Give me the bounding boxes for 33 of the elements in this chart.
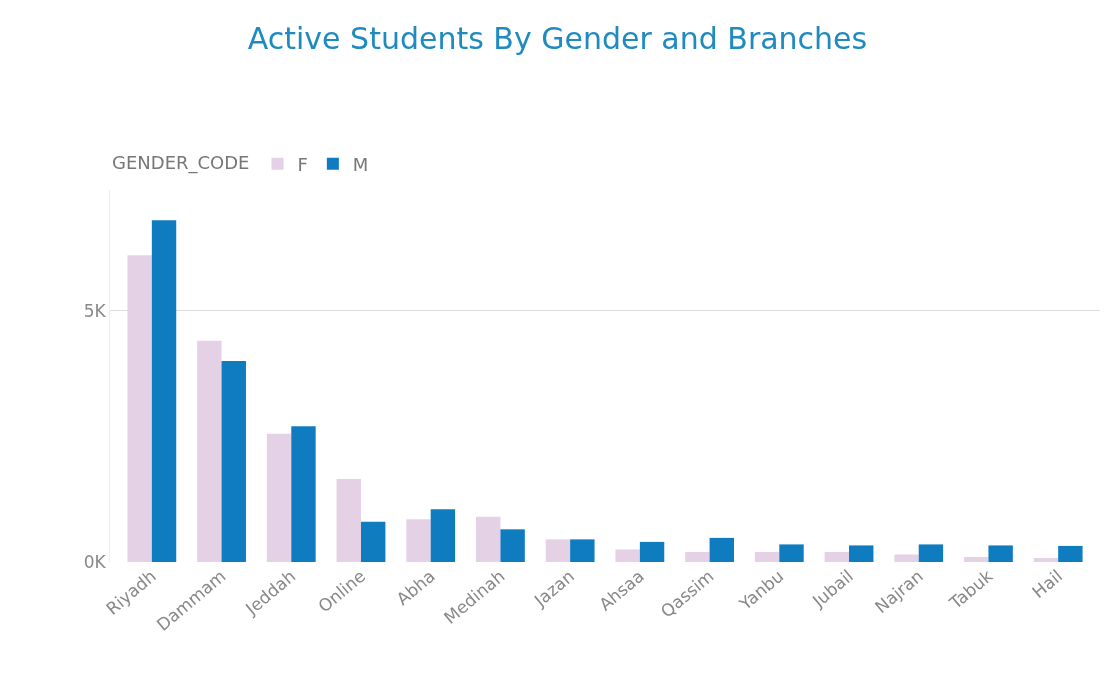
bar: [988, 545, 1013, 562]
bar: [824, 551, 850, 562]
bar: [291, 426, 316, 562]
bar: [685, 551, 710, 562]
bar: [476, 516, 501, 562]
bar: [964, 556, 989, 562]
bar: [151, 220, 177, 562]
bar: [1033, 557, 1059, 562]
bar: [570, 539, 595, 562]
bar: [754, 551, 780, 562]
bar: [430, 509, 456, 562]
legend-title: GENDER_CODE: [112, 151, 250, 174]
bar: [639, 541, 665, 562]
y-tick-label: 0K: [83, 551, 107, 572]
bar: [360, 521, 386, 562]
bar: [779, 544, 804, 562]
legend-label: M: [352, 153, 369, 175]
bar: [894, 554, 919, 562]
bar: [406, 519, 431, 562]
bar: [709, 537, 734, 562]
legend-label: F: [297, 153, 308, 175]
bar: [221, 360, 246, 562]
bar: [1058, 545, 1083, 562]
bar: [500, 529, 525, 562]
bar: [849, 545, 874, 562]
bar: [266, 433, 292, 562]
bar: [918, 544, 944, 562]
chart-title: Active Students By Gender and Branches: [247, 20, 868, 56]
y-tick-label: 5K: [83, 300, 107, 321]
bar: [545, 539, 571, 562]
bar: [336, 479, 361, 562]
bar: [197, 340, 222, 562]
bar: [615, 549, 640, 562]
